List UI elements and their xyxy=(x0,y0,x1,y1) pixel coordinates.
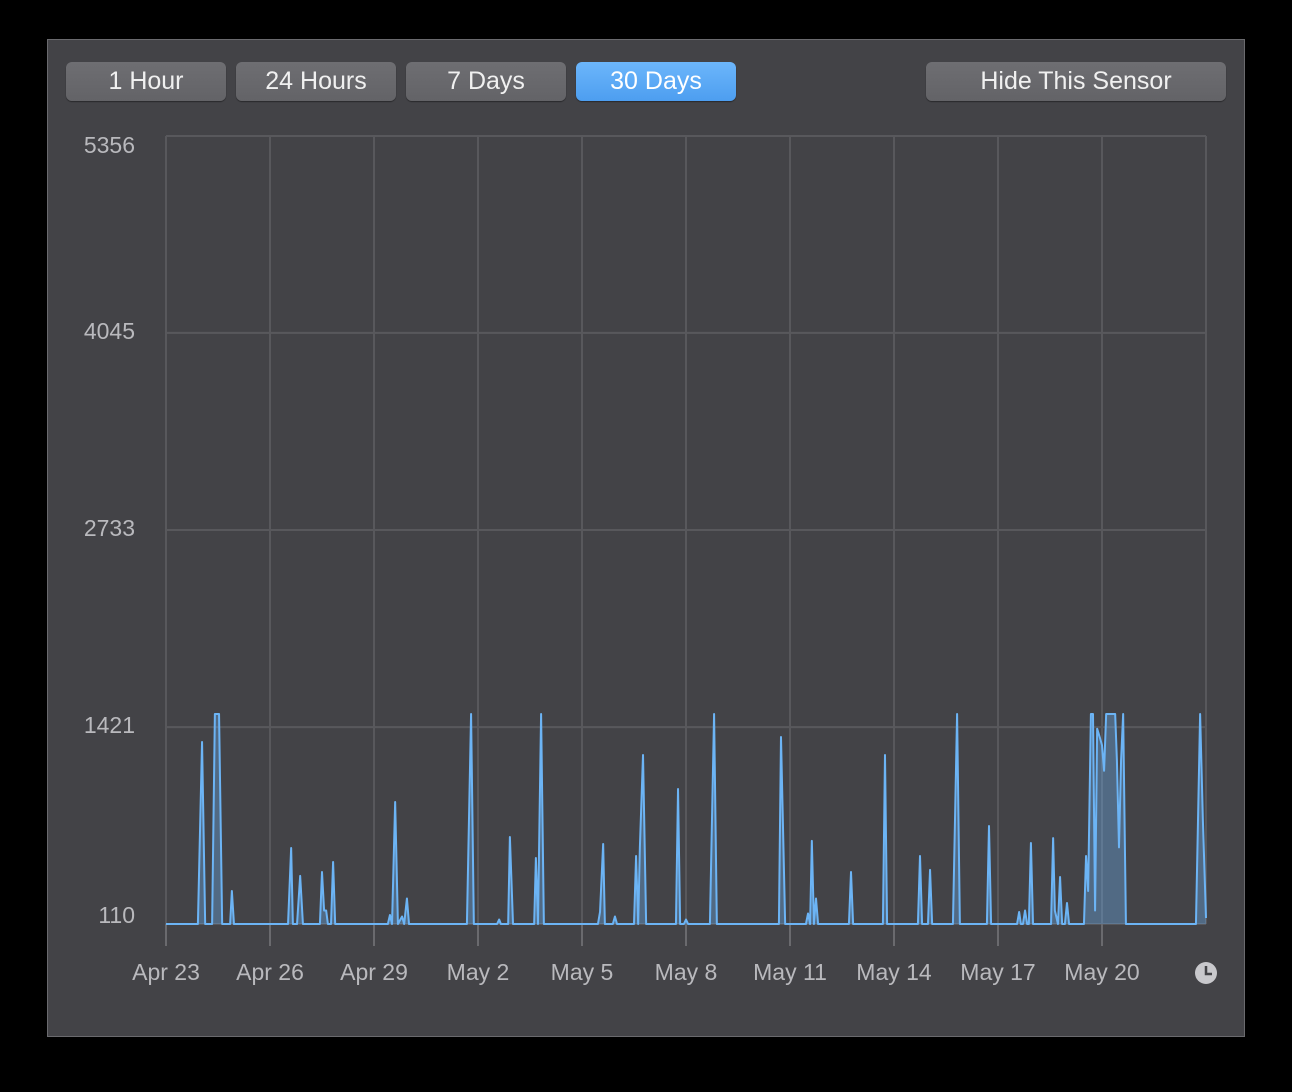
x-tick-label: Apr 23 xyxy=(132,959,200,985)
plot: 110 1421 2733 4045 5356 Apr 23 Apr 26 Apr 29 May… xyxy=(84,132,1207,985)
y-tick-label: 4045 xyxy=(84,318,135,344)
area xyxy=(166,714,1206,924)
hide-sensor-button[interactable]: Hide This Sensor xyxy=(926,62,1226,101)
x-tick-label: May 5 xyxy=(551,959,614,985)
range-button[interactable]: 24 Hours xyxy=(236,62,396,101)
range-button-selected[interactable]: 30 Days xyxy=(576,62,736,101)
clock-icon[interactable] xyxy=(1195,962,1217,984)
x-tick-label: May 14 xyxy=(856,959,932,985)
x-tick-label: May 2 xyxy=(447,959,510,985)
x-tick-label: May 8 xyxy=(655,959,718,985)
x-tick-label: May 17 xyxy=(960,959,1035,985)
y-tick-label: 5356 xyxy=(84,132,135,158)
range-button[interactable]: 7 Days xyxy=(406,62,566,101)
clock-hands xyxy=(1204,966,1212,976)
y-tick-label: 110 xyxy=(98,902,135,928)
range-button[interactable]: 1 Hour xyxy=(66,62,226,101)
x-tick-label: May 11 xyxy=(753,959,827,985)
x-tick-label: Apr 26 xyxy=(236,959,304,985)
x-tick-label: Apr 29 xyxy=(340,959,408,985)
y-tick-label: 1421 xyxy=(84,712,135,738)
line xyxy=(166,713,1207,925)
x-tick-label: May 20 xyxy=(1064,959,1139,985)
y-tick-label: 2733 xyxy=(84,515,135,541)
